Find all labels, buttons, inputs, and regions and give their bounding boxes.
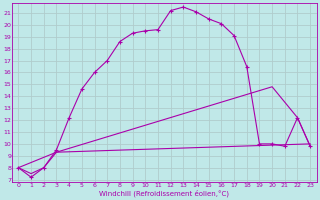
X-axis label: Windchill (Refroidissement éolien,°C): Windchill (Refroidissement éolien,°C) — [99, 189, 229, 197]
